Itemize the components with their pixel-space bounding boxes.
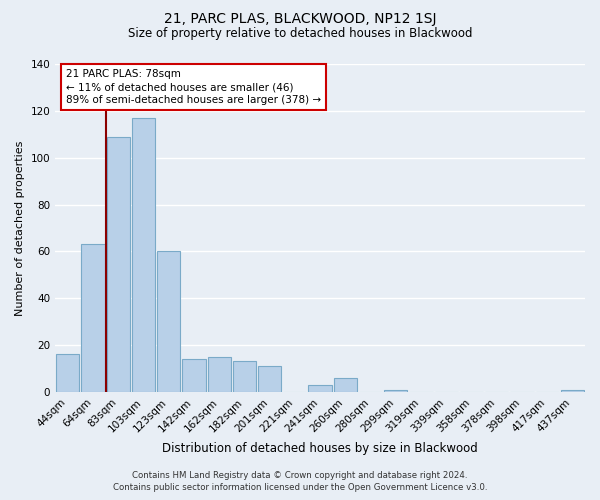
Bar bbox=[56, 354, 79, 392]
X-axis label: Distribution of detached houses by size in Blackwood: Distribution of detached houses by size … bbox=[162, 442, 478, 455]
Bar bbox=[561, 390, 584, 392]
Bar bbox=[308, 385, 332, 392]
Text: 21 PARC PLAS: 78sqm
← 11% of detached houses are smaller (46)
89% of semi-detach: 21 PARC PLAS: 78sqm ← 11% of detached ho… bbox=[66, 69, 321, 106]
Text: Size of property relative to detached houses in Blackwood: Size of property relative to detached ho… bbox=[128, 28, 472, 40]
Bar bbox=[82, 244, 104, 392]
Bar bbox=[384, 390, 407, 392]
Bar bbox=[334, 378, 357, 392]
Y-axis label: Number of detached properties: Number of detached properties bbox=[15, 140, 25, 316]
Text: Contains HM Land Registry data © Crown copyright and database right 2024.
Contai: Contains HM Land Registry data © Crown c… bbox=[113, 471, 487, 492]
Bar bbox=[157, 252, 181, 392]
Bar bbox=[208, 357, 231, 392]
Bar bbox=[182, 359, 206, 392]
Bar bbox=[132, 118, 155, 392]
Bar bbox=[258, 366, 281, 392]
Bar bbox=[233, 362, 256, 392]
Bar bbox=[107, 136, 130, 392]
Text: 21, PARC PLAS, BLACKWOOD, NP12 1SJ: 21, PARC PLAS, BLACKWOOD, NP12 1SJ bbox=[164, 12, 436, 26]
